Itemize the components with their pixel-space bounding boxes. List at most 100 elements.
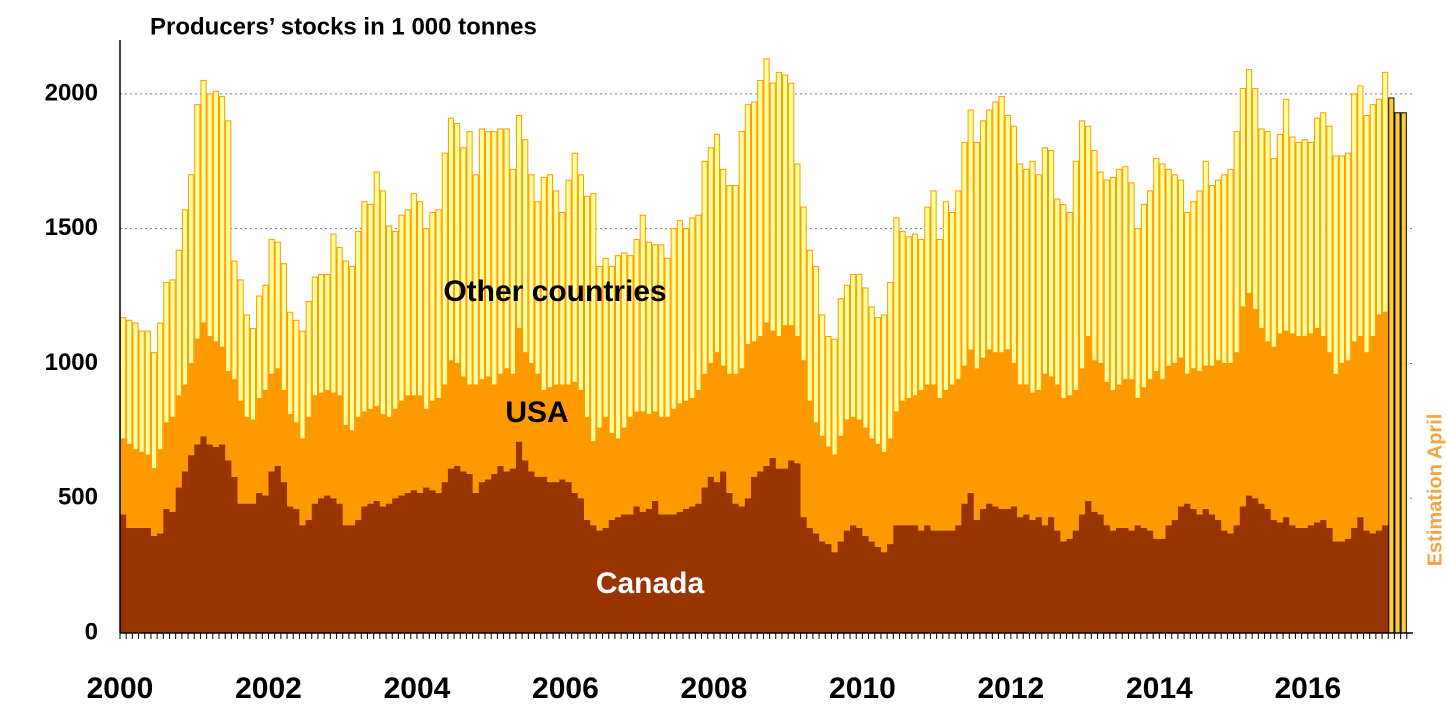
bar [503, 128, 510, 370]
bar [602, 257, 609, 418]
bar [1239, 306, 1247, 507]
bar [973, 519, 981, 633]
bar [1215, 179, 1222, 362]
bar [738, 506, 746, 633]
bar [1159, 163, 1166, 381]
bar [831, 338, 838, 456]
bar [120, 317, 127, 440]
bar [460, 471, 467, 633]
bar [670, 514, 678, 633]
bar [1023, 168, 1030, 386]
bar [658, 417, 665, 515]
bar [911, 233, 919, 397]
bar [231, 260, 238, 381]
bar [373, 406, 381, 501]
bar [132, 449, 139, 528]
bar [497, 374, 504, 466]
bar [1227, 168, 1234, 364]
bar [986, 349, 993, 504]
bar [317, 274, 325, 394]
bar [373, 171, 380, 408]
bar [355, 417, 362, 520]
bar [491, 473, 498, 633]
bar [392, 230, 399, 410]
bar [918, 390, 925, 531]
bar [237, 503, 245, 633]
bar [899, 401, 907, 526]
bar [936, 530, 944, 633]
bar [887, 438, 894, 545]
bar [639, 511, 647, 633]
bar [713, 133, 721, 354]
bar [911, 395, 919, 526]
bar [726, 185, 733, 375]
bar [1215, 519, 1222, 633]
bar [627, 514, 634, 633]
bar [695, 214, 702, 391]
bar [1320, 336, 1327, 520]
bar [713, 482, 721, 633]
bar [676, 220, 683, 405]
bar [645, 509, 653, 633]
bar [1289, 525, 1296, 633]
bar [256, 398, 263, 493]
bar [1097, 363, 1105, 515]
bar [206, 444, 214, 633]
bar [447, 117, 455, 362]
bar [553, 385, 560, 483]
bar [689, 217, 696, 399]
bar [800, 360, 808, 518]
bar [874, 546, 882, 633]
bar [546, 482, 554, 633]
bar [856, 274, 863, 421]
x-tick-label: 2002 [235, 672, 302, 705]
bar [1196, 190, 1203, 373]
bar [1171, 174, 1178, 364]
bar [1338, 155, 1345, 364]
y-tick-label: 1500 [45, 214, 98, 241]
bar [132, 322, 139, 451]
bar [1270, 347, 1278, 520]
bar [899, 230, 906, 402]
bar [1116, 385, 1123, 528]
bar [1202, 160, 1209, 367]
bar [874, 317, 881, 445]
bar [565, 179, 572, 386]
bar [423, 228, 430, 410]
bar [955, 525, 962, 633]
bar [1357, 336, 1364, 518]
bar [293, 422, 300, 510]
bar [559, 479, 566, 633]
bar [893, 525, 900, 633]
bar [280, 482, 288, 633]
bar [1252, 309, 1259, 499]
bar [299, 330, 306, 440]
x-tick-label: 2010 [829, 672, 896, 705]
bar [317, 393, 325, 499]
bar [188, 455, 195, 633]
bar [1245, 69, 1253, 294]
bar [410, 193, 417, 397]
bar [410, 395, 418, 491]
bar [652, 500, 659, 633]
bar [1041, 525, 1049, 633]
bar [1245, 293, 1253, 496]
bar [887, 544, 894, 633]
bar [435, 492, 443, 633]
bar [485, 376, 492, 480]
bar [559, 212, 566, 386]
bar [862, 535, 869, 633]
bar [583, 195, 591, 418]
bar [386, 503, 393, 633]
bar [788, 82, 795, 327]
bar [1041, 147, 1048, 375]
bar [305, 417, 313, 520]
bar [194, 339, 201, 445]
bar [825, 447, 832, 545]
bar [1134, 398, 1142, 526]
bar [1041, 374, 1049, 526]
bar [967, 492, 975, 633]
bar [1153, 158, 1160, 373]
bar [398, 495, 405, 633]
